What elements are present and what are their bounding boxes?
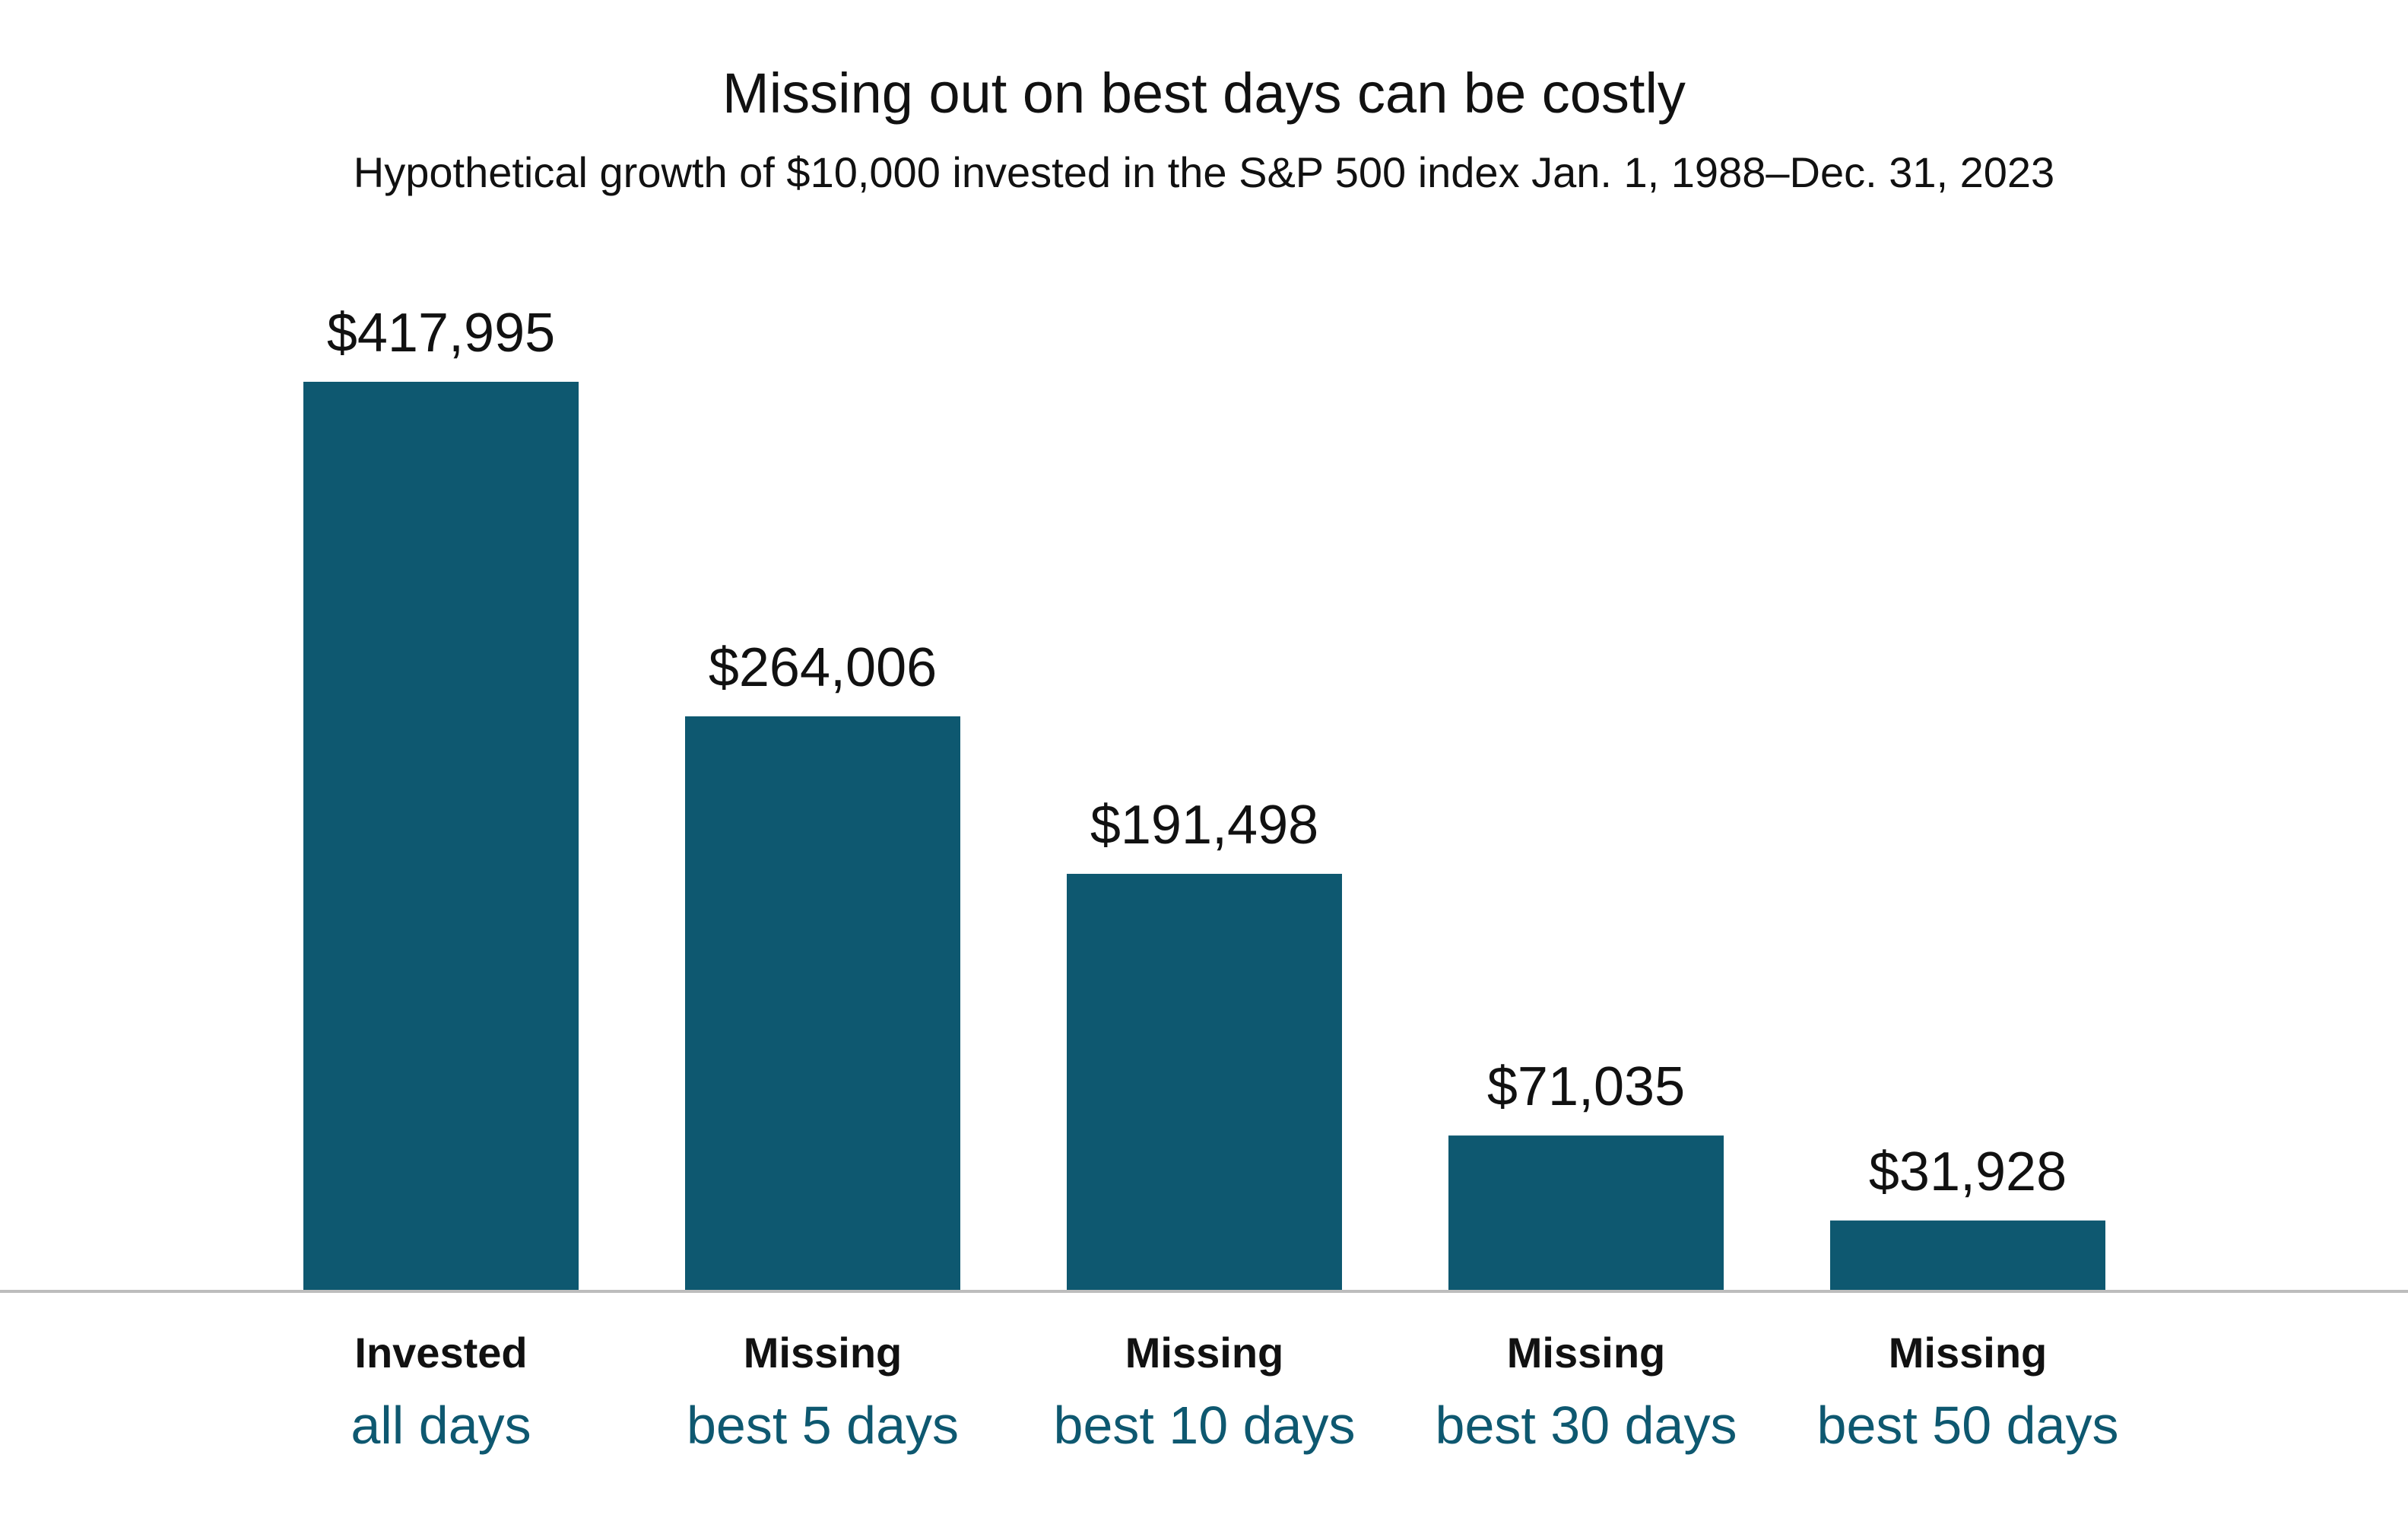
category-label-line1: Missing (1889, 1329, 2047, 1377)
bar-5 (1830, 1220, 2105, 1290)
category-label-line2: best 5 days (687, 1396, 959, 1455)
bar-4 (1448, 1135, 1724, 1290)
bar-1 (303, 382, 579, 1290)
category-label-line1: Invested (354, 1329, 527, 1377)
bars-layer (303, 382, 2105, 1290)
bar-value-label: $417,995 (327, 303, 555, 364)
category-label-line2: best 30 days (1436, 1396, 1737, 1455)
category-label-line1: Missing (1125, 1329, 1283, 1377)
chart-subtitle: Hypothetical growth of $10,000 invested … (353, 148, 2055, 196)
chart-title: Missing out on best days can be costly (722, 62, 1686, 125)
bar-value-label: $31,928 (1869, 1142, 2067, 1202)
bar-2 (685, 716, 960, 1290)
bar-value-label: $264,006 (709, 637, 937, 698)
bar-3 (1067, 873, 1342, 1290)
category-label-line1: Missing (1507, 1329, 1665, 1377)
bar-value-label: $191,498 (1090, 795, 1318, 856)
category-label-line2: best 50 days (1817, 1396, 2119, 1455)
bar-value-label: $71,035 (1487, 1056, 1685, 1117)
category-label-line2: best 10 days (1054, 1396, 1356, 1455)
category-label-line1: Missing (744, 1329, 902, 1377)
labels-layer: $417,995 Invested all days $264,006 Missing b… (327, 303, 2119, 1455)
category-label-line2: all days (351, 1396, 531, 1455)
